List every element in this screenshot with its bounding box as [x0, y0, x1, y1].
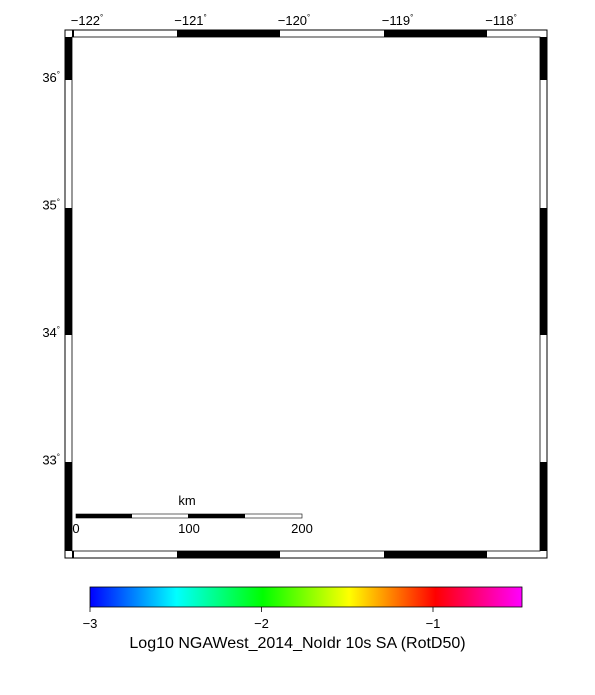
scale-bar-label: 200: [291, 521, 313, 536]
colorbar-tick-label: −3: [83, 616, 98, 631]
latitude-tick-label: 33°: [42, 453, 60, 468]
latitude-tick-label: 34°: [42, 325, 60, 340]
latitude-tick-label: 36°: [42, 70, 60, 85]
longitude-tick-label: −118°: [485, 13, 517, 28]
map-frame: [64, 29, 548, 559]
longitude-tick-label: −121°: [174, 13, 207, 28]
longitude-tick-labels: −122° −121° −120° −119° −118°: [71, 13, 517, 28]
scale-bar-label: 0: [72, 521, 79, 536]
scale-bar-label: 100: [178, 521, 200, 536]
scale-bar: km 0 100 200: [72, 493, 312, 536]
longitude-tick-label: −119°: [382, 13, 414, 28]
longitude-tick-label: −122°: [71, 13, 104, 28]
colorbar-tick-label: −1: [426, 616, 441, 631]
colorbar-label: Log10 NGAWest_2014_NoIdr 10s SA (RotD50): [129, 635, 466, 652]
latitude-tick-label: 35°: [42, 198, 60, 213]
colorbar-ticks: −3 −2 −1: [83, 607, 441, 631]
scale-bar-unit: km: [178, 493, 195, 508]
longitude-tick-label: −120°: [278, 13, 311, 28]
colorbar: −3 −2 −1: [83, 586, 523, 631]
colorbar-gradient: [89, 586, 523, 608]
colorbar-tick-label: −2: [254, 616, 269, 631]
latitude-tick-labels: 36° 35° 34° 33°: [42, 70, 60, 468]
